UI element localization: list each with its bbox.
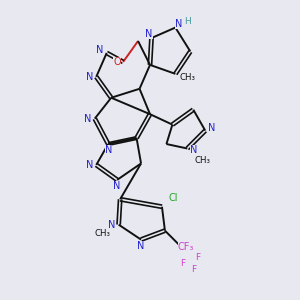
Text: Cl: Cl	[169, 194, 178, 203]
Text: N: N	[85, 114, 92, 124]
Text: CF₃: CF₃	[178, 242, 194, 252]
Text: N: N	[86, 72, 93, 82]
Text: N: N	[208, 123, 215, 133]
Text: N: N	[113, 181, 121, 191]
Text: CH₃: CH₃	[94, 229, 110, 238]
Text: N: N	[108, 220, 116, 230]
Text: O: O	[113, 57, 121, 67]
Text: H: H	[184, 16, 191, 26]
Text: F: F	[180, 259, 185, 268]
Text: N: N	[96, 45, 104, 55]
Text: N: N	[175, 19, 183, 29]
Text: N: N	[104, 145, 112, 155]
Text: N: N	[137, 241, 145, 250]
Text: CH₃: CH₃	[180, 73, 196, 82]
Text: N: N	[190, 145, 198, 155]
Text: N: N	[146, 29, 153, 39]
Text: F: F	[195, 253, 200, 262]
Text: F: F	[191, 265, 196, 274]
Text: N: N	[86, 160, 93, 170]
Text: CH₃: CH₃	[194, 156, 210, 165]
